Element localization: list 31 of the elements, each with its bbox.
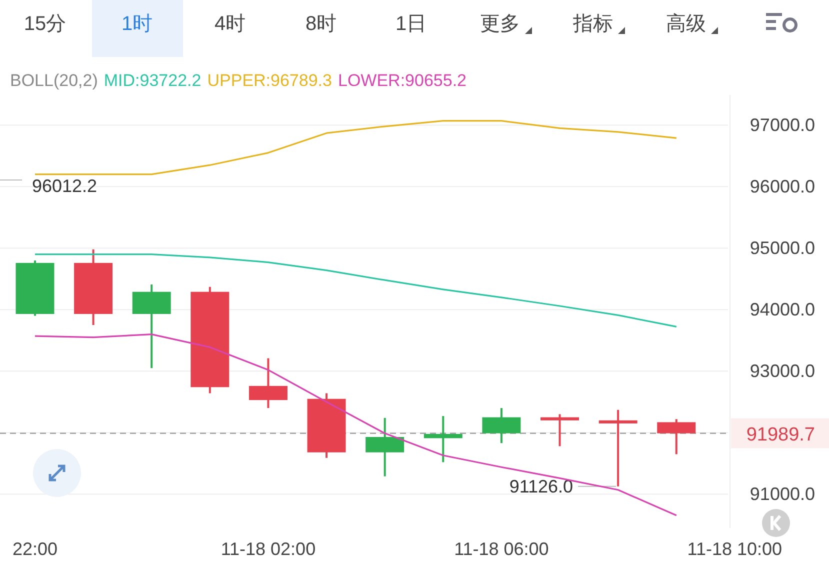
candlestick <box>540 413 579 448</box>
annotation: 91126.0 <box>509 476 574 496</box>
candlestick <box>424 415 462 464</box>
line-series <box>34 334 678 516</box>
x-tick-label: 11-18 10:00 <box>687 539 782 559</box>
text: 4时 <box>214 13 246 35</box>
text: LOWER:90655.2 <box>338 71 466 90</box>
text: UPPER:96789.3 <box>207 71 332 90</box>
line-series <box>34 120 678 176</box>
x-tick-label: 11-18 06:00 <box>454 539 549 559</box>
y-tick-label: 95000.0 <box>750 238 815 258</box>
y-tick-label: 91000.0 <box>750 484 815 504</box>
y-tick-label: 94000.0 <box>750 300 815 320</box>
annotation: 96012.2 <box>32 176 98 196</box>
candlestick <box>598 408 638 488</box>
y-tick-label: 93000.0 <box>750 361 815 382</box>
x-tick-label: 22:00 <box>12 539 58 559</box>
x-tick-label: 11-18 02:00 <box>220 539 316 559</box>
chart-title: BOLL(20,2) <box>10 71 98 90</box>
text: 1日 <box>395 13 427 35</box>
line-series <box>34 254 678 328</box>
ref-line-label: 91989.7 <box>746 424 815 446</box>
text: 1时 <box>121 13 153 35</box>
text: 15分 <box>24 13 66 35</box>
y-tick-label: 97000.0 <box>750 115 815 136</box>
text: MID:93722.2 <box>104 71 202 90</box>
text: 更多 <box>480 13 520 35</box>
text: 高级 <box>666 12 706 35</box>
text: 8时 <box>305 13 337 35</box>
y-tick-label: 96000.0 <box>750 176 815 197</box>
text: 指标 <box>572 13 613 35</box>
